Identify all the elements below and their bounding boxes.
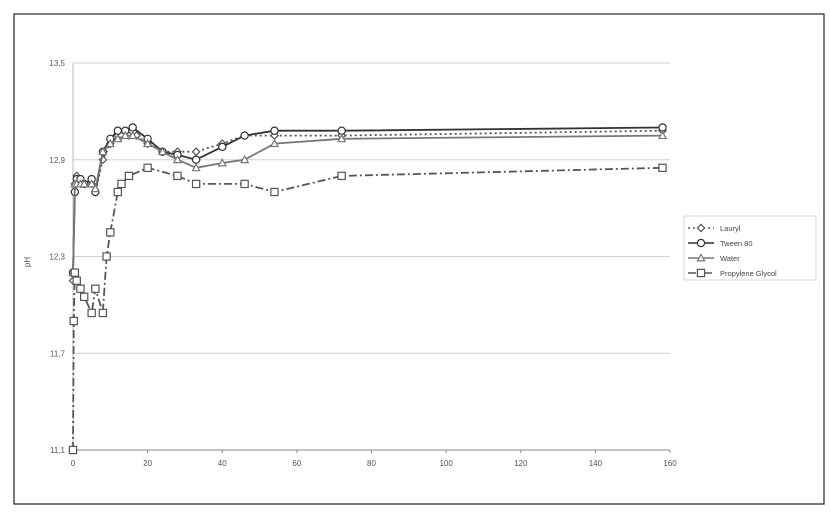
data-point [87,179,97,188]
data-point [191,162,201,172]
data-point [270,187,279,197]
y-tick-label: 12,3 [49,253,65,262]
legend: Lauryl Tween 80 Water Propylene Glycol [683,215,817,281]
data-point [143,163,152,173]
data-point [240,154,250,164]
y-tick-label: 13,5 [49,59,65,68]
y-tick-label: 11,1 [50,446,66,455]
data-point [70,268,80,277]
data-point [191,179,201,189]
data-point [128,130,138,140]
data-point [102,252,111,261]
x-tick-label: 40 [218,459,227,468]
data-point [124,171,134,181]
data-point [72,276,81,285]
data-point [113,126,122,135]
legend-item: Propylene Glycol [688,268,777,278]
legend-marker [696,223,706,233]
series-propylene-glycol [68,163,667,455]
data-point [240,179,249,189]
data-point [106,228,115,237]
data-point [120,130,130,140]
data-point [337,126,346,135]
legend-item: Lauryl [688,223,741,233]
data-point [191,155,201,164]
data-point [98,308,108,318]
y-tick-label: 11,7 [50,349,66,358]
data-point [87,308,96,318]
legend-item: Tween 80 [688,238,753,248]
data-point [172,154,183,164]
y-axis-title: pH [23,257,32,267]
x-tick-label: 80 [367,459,376,468]
data-point [269,138,280,148]
data-point [117,179,126,189]
x-tick-label: 160 [663,459,677,468]
x-tick-label: 120 [514,459,528,468]
data-point [218,142,227,152]
data-point [79,179,89,188]
data-point [658,123,667,132]
y-tick-label: 12,9 [49,156,65,165]
data-point [191,147,201,157]
legend-item: Water [688,253,740,263]
data-point [337,133,347,143]
legend-marker [696,238,706,248]
data-point [79,292,89,302]
legend-marker [696,253,706,262]
data-point [657,130,668,140]
data-point [270,126,279,135]
x-tick-label: 20 [143,459,152,468]
data-point [91,284,100,293]
data-point [337,171,346,181]
legend-marker [696,268,706,278]
data-point [90,183,101,193]
data-point [113,133,123,143]
x-tick-label: 100 [439,459,453,468]
x-tick-label: 140 [589,459,603,468]
data-point [173,171,182,181]
legend-label: Water [720,254,740,263]
data-point [143,138,153,148]
data-point [76,284,85,293]
data-point [105,138,115,148]
x-tick-label: 0 [71,459,76,468]
data-point [98,146,108,156]
legend-box [683,215,817,281]
legend-label: Tween 80 [720,239,753,248]
series-water [68,130,668,277]
data-point [128,123,137,132]
legend-label: Propylene Glycol [720,269,777,278]
data-point [240,131,249,140]
data-point [68,445,78,455]
data-point [217,158,227,167]
data-point [157,146,168,156]
x-tick-label: 60 [292,459,301,468]
data-point [658,163,667,173]
series-layer [68,123,668,455]
data-point [69,316,78,326]
data-point [113,187,122,197]
legend-label: Lauryl [720,224,741,233]
